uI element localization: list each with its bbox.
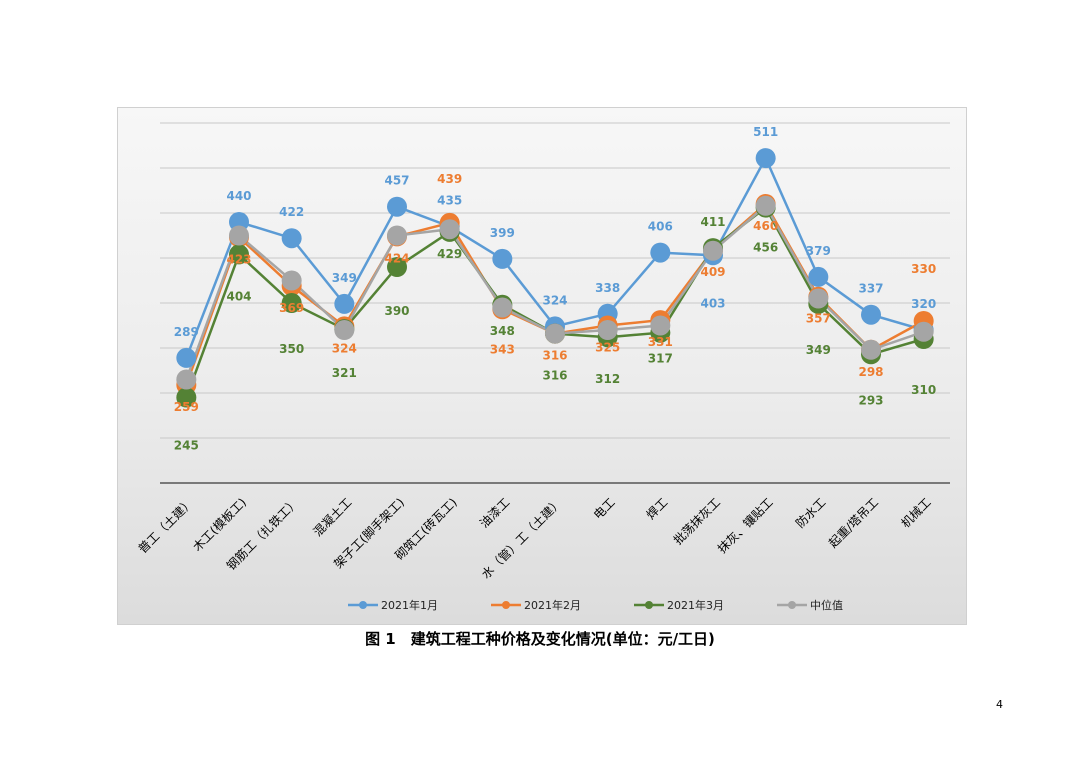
data-point <box>545 323 565 344</box>
data-point <box>387 225 407 246</box>
data-label: 316 <box>542 349 567 363</box>
x-tick-label: 电工 <box>591 495 618 522</box>
data-point <box>229 225 249 246</box>
data-point <box>281 228 302 249</box>
data-label: 317 <box>648 352 673 366</box>
data-point <box>334 320 355 340</box>
data-label: 245 <box>174 439 199 453</box>
data-point <box>334 293 355 314</box>
data-point <box>755 195 776 216</box>
data-label: 259 <box>174 400 199 414</box>
data-label: 439 <box>437 172 462 186</box>
legend-marker <box>788 601 796 609</box>
data-label: 289 <box>174 325 199 339</box>
data-point <box>650 315 671 336</box>
data-point <box>281 270 302 291</box>
data-point <box>439 219 460 240</box>
legend-label: 2021年1月 <box>381 598 438 612</box>
data-label: 409 <box>700 265 725 279</box>
data-label: 411 <box>700 215 725 229</box>
data-label: 457 <box>384 174 409 188</box>
data-label: 321 <box>332 366 357 380</box>
data-label: 337 <box>858 282 883 296</box>
x-tick-label: 机械工 <box>898 495 934 531</box>
data-point <box>176 347 197 368</box>
data-point <box>913 321 934 342</box>
data-point <box>176 369 197 390</box>
data-label: 349 <box>332 271 357 285</box>
data-point <box>492 297 513 318</box>
data-label: 404 <box>226 289 251 303</box>
x-tick-label: 混凝土工 <box>310 495 355 540</box>
data-point <box>387 196 407 217</box>
data-label: 331 <box>648 335 673 349</box>
data-label: 435 <box>437 194 462 208</box>
data-label: 511 <box>753 125 778 139</box>
data-point <box>861 304 881 325</box>
data-point <box>755 148 776 169</box>
figure-caption: 图 1 建筑工程工种价格及变化情况(单位：元/工日) <box>365 630 715 648</box>
legend-marker <box>359 601 367 609</box>
legend-marker <box>502 601 510 609</box>
legend-label: 2021年3月 <box>667 598 724 612</box>
data-point <box>492 248 513 269</box>
x-tick-label: 焊工 <box>643 495 671 523</box>
data-point <box>861 339 881 360</box>
data-label: 350 <box>279 342 304 356</box>
data-label: 312 <box>595 372 620 386</box>
data-label: 357 <box>806 312 831 326</box>
x-tick-label: 普工（土建） <box>136 495 197 556</box>
data-point <box>808 288 829 309</box>
page-number: 4 <box>996 698 1003 711</box>
data-label: 390 <box>384 304 409 318</box>
data-label: 440 <box>226 189 251 203</box>
x-tick-label: 防水工 <box>792 495 828 531</box>
x-tick-label: 油漆工 <box>477 495 512 530</box>
data-label: 324 <box>332 341 357 355</box>
data-point <box>650 242 671 263</box>
data-label: 406 <box>648 220 673 234</box>
data-point <box>597 320 618 340</box>
data-label: 399 <box>490 226 515 240</box>
legend-label: 中位值 <box>810 598 843 612</box>
data-label: 298 <box>858 365 883 379</box>
data-point <box>176 387 197 408</box>
data-label: 379 <box>806 244 831 258</box>
data-label: 293 <box>858 393 883 407</box>
data-label: 422 <box>279 205 304 219</box>
legend-label: 2021年2月 <box>524 598 581 612</box>
data-label: 456 <box>753 241 778 255</box>
data-label: 325 <box>595 341 620 355</box>
data-label: 348 <box>490 324 515 338</box>
line-chart: 普工（土建）木工(模板工)钢筋工（扎铁工） 混凝土工架子工(脚手架工)砌筑工(砖瓦… <box>136 122 950 612</box>
data-point <box>281 293 302 313</box>
data-label: 324 <box>542 293 567 307</box>
x-tick-label: 批荡抹灰工 <box>670 495 723 548</box>
data-point <box>808 266 829 287</box>
data-point <box>703 240 723 261</box>
data-point <box>387 257 407 277</box>
data-label: 369 <box>279 301 304 315</box>
data-label: 338 <box>595 281 620 295</box>
data-label: 310 <box>911 383 936 397</box>
data-label: 403 <box>700 296 725 310</box>
chart-area: 普工（土建） 木工(模板工) 钢筋工（扎铁工） 混凝土工 架子工(脚手架工) 砌筑工(砖瓦… <box>117 107 967 625</box>
x-tick-label: 起重/塔吊工 <box>826 495 881 550</box>
data-label: 429 <box>437 247 462 261</box>
data-point <box>229 244 249 265</box>
legend-marker <box>645 601 653 609</box>
x-tick-label: 抹灰、镶贴工 <box>714 495 776 557</box>
data-label: 343 <box>490 342 515 356</box>
data-label: 349 <box>806 343 831 357</box>
data-label: 423 <box>226 252 251 266</box>
data-label: 316 <box>542 369 567 383</box>
data-label: 460 <box>753 219 778 233</box>
data-label: 424 <box>384 251 409 265</box>
data-label: 330 <box>911 262 936 276</box>
data-label: 320 <box>911 297 936 311</box>
x-tick-label: 木工(模板工) <box>190 495 249 554</box>
